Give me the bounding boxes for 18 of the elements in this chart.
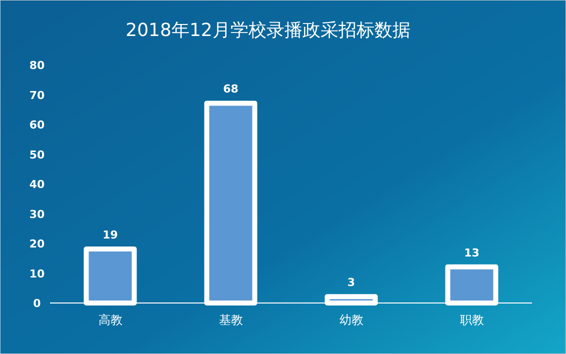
x-tick-label: 幼教 (339, 313, 364, 327)
data-label: 13 (464, 246, 480, 260)
y-tick-label: 30 (29, 208, 45, 221)
y-tick-label: 0 (33, 297, 42, 310)
data-label: 68 (223, 82, 238, 96)
x-tick-label: 高教 (98, 313, 122, 327)
y-tick-label: 20 (29, 238, 45, 250)
chart-title: 2018年12月学校录播政采招标数据 (126, 20, 410, 41)
y-tick-label: 70 (29, 88, 45, 102)
x-tick-label: 基教 (218, 313, 243, 327)
y-tick-label: 80 (29, 59, 45, 72)
y-tick-label: 50 (29, 148, 45, 162)
y-tick-label: 10 (29, 267, 45, 280)
y-tick-label: 60 (29, 118, 45, 132)
y-tick-label: 40 (29, 178, 45, 191)
x-tick-label: 职教 (460, 313, 484, 327)
data-label: 19 (102, 228, 118, 242)
data-label: 3 (347, 276, 356, 290)
